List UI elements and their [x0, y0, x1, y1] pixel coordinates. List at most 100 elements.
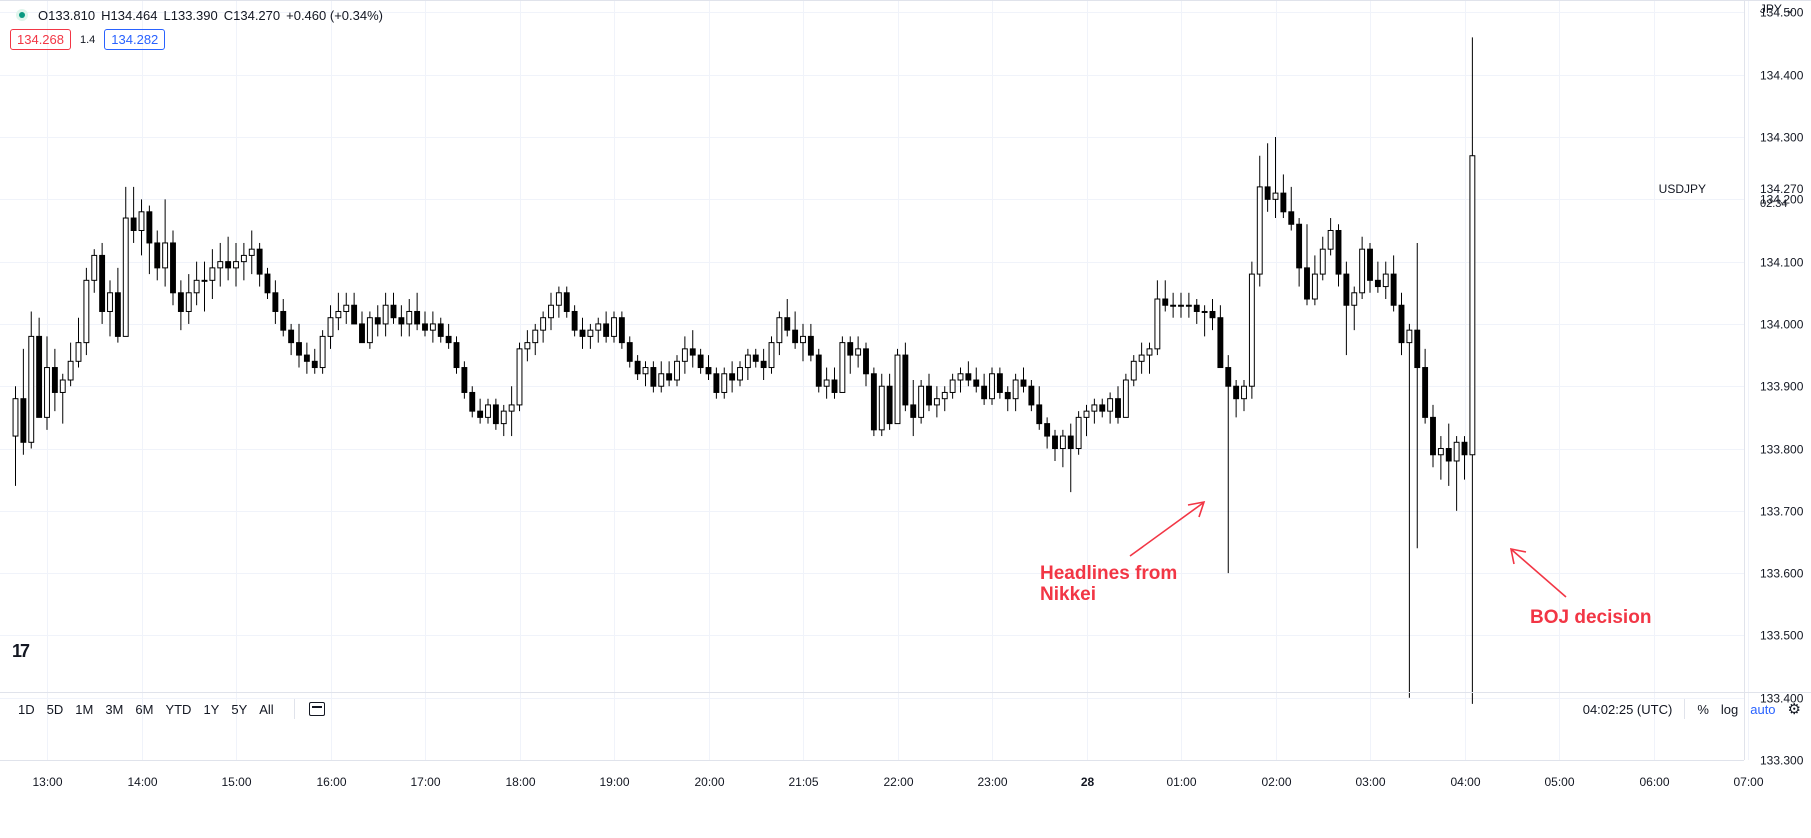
- candle: [343, 292, 350, 324]
- candle-body-up: [209, 267, 216, 281]
- range-6m-button[interactable]: 6M: [135, 701, 154, 717]
- toolbar-divider-right: [1684, 699, 1686, 719]
- candle-body-up: [75, 342, 82, 362]
- candle-body-up: [28, 335, 35, 443]
- ohlc-open: O133.810: [38, 7, 96, 23]
- price-tick-label: 133.300: [1760, 754, 1804, 768]
- candle-body-up: [335, 310, 342, 319]
- candle: [807, 323, 814, 362]
- candle-body-down: [1044, 423, 1051, 437]
- boj-arrowhead: [1509, 547, 1527, 565]
- candle-body-up: [957, 373, 964, 381]
- candle: [122, 186, 129, 337]
- candle: [1430, 404, 1436, 468]
- candle-body-down: [1461, 441, 1468, 456]
- candle-body-down: [51, 367, 58, 393]
- candle-body-down: [1217, 317, 1224, 369]
- candle: [1146, 342, 1153, 374]
- candle: [1130, 355, 1137, 387]
- price-tick-label: 134.400: [1760, 69, 1804, 83]
- candle: [508, 386, 515, 437]
- utc-clock[interactable]: 04:02:25 (UTC): [1582, 701, 1673, 717]
- market-open-status-icon[interactable]: [16, 9, 28, 21]
- log-scale-toggle[interactable]: log: [1720, 701, 1739, 717]
- price-tick-label: 134.000: [1760, 318, 1804, 332]
- candle: [965, 361, 972, 387]
- range-all-button[interactable]: All: [259, 701, 274, 717]
- percent-scale-toggle[interactable]: %: [1697, 701, 1709, 717]
- range-3m-button[interactable]: 3M: [105, 701, 124, 717]
- candle: [1280, 174, 1287, 219]
- candle: [705, 355, 712, 380]
- time-tick-label: 06:00: [1639, 775, 1669, 789]
- candle: [658, 361, 665, 393]
- candle-body-up: [1351, 292, 1358, 306]
- candle: [256, 242, 263, 287]
- time-tick-label: 18:00: [505, 775, 535, 789]
- candle-body-up: [185, 292, 192, 312]
- tradingview-logo[interactable]: 17: [12, 641, 30, 661]
- candle: [996, 367, 1003, 399]
- auto-scale-toggle[interactable]: auto: [1750, 701, 1776, 717]
- headlines-label-line1: Headlines from: [1040, 563, 1177, 584]
- candle: [847, 336, 854, 374]
- range-5d-button[interactable]: 5D: [46, 701, 64, 717]
- headlines-arrowhead: [1187, 500, 1206, 518]
- candle: [571, 305, 578, 337]
- candle: [28, 311, 35, 449]
- candle: [138, 199, 145, 256]
- candle: [67, 342, 74, 387]
- price-tag-value: 134.270: [1760, 182, 1804, 196]
- candle-body-down: [863, 348, 869, 375]
- range-1m-button[interactable]: 1M: [75, 701, 94, 717]
- candle-body-up: [138, 211, 145, 231]
- candle-body-down: [414, 310, 421, 325]
- candle: [1067, 423, 1074, 493]
- bid-button[interactable]: 134.268: [10, 29, 71, 50]
- candle: [926, 373, 932, 412]
- range-5y-button[interactable]: 5Y: [231, 701, 248, 717]
- candle-body-up: [839, 342, 846, 393]
- candle: [130, 186, 137, 243]
- candle-body-down: [1099, 404, 1106, 412]
- time-axis: 13:00 14:00 15:00 16:00 17:00 18:00 19:00 20:00…: [32, 775, 1763, 789]
- candle-body-up: [1107, 398, 1114, 412]
- candle-body-down: [477, 410, 484, 418]
- candle: [327, 305, 334, 349]
- candle-body-down: [1067, 435, 1074, 450]
- candle: [768, 336, 775, 374]
- candle-body-down: [1052, 435, 1058, 450]
- gear-icon[interactable]: ⚙: [1787, 701, 1801, 718]
- candle: [217, 242, 224, 287]
- candle-body-down: [225, 261, 232, 269]
- candle-body-down: [170, 242, 176, 294]
- range-1y-button[interactable]: 1Y: [203, 701, 220, 717]
- candle: [1012, 373, 1019, 412]
- price-tick-label: 134.200: [1760, 193, 1804, 207]
- candle-body-up: [217, 261, 224, 269]
- calendar-goto-icon[interactable]: [308, 702, 325, 716]
- candle-body-down: [351, 304, 358, 325]
- candle-body-down: [1225, 367, 1232, 387]
- candle: [902, 342, 909, 412]
- range-1d-button[interactable]: 1D: [18, 701, 35, 717]
- candle-body-down: [965, 373, 972, 381]
- candle-body-up: [540, 317, 547, 331]
- candle-body-up: [67, 360, 74, 381]
- candle-body-up: [1453, 441, 1460, 462]
- range-ytd-button[interactable]: YTD: [165, 701, 192, 717]
- candle-body-down: [445, 335, 452, 344]
- candle: [272, 280, 279, 324]
- candle-body-up: [366, 317, 373, 344]
- candle-body-down: [1280, 192, 1287, 213]
- candle: [800, 323, 806, 362]
- candle-body-up: [1319, 248, 1326, 275]
- ask-button[interactable]: 134.282: [104, 29, 166, 50]
- candle: [878, 373, 885, 437]
- currency-selector[interactable]: JPY ⌄: [1760, 2, 1795, 16]
- candle-body-up: [233, 261, 239, 269]
- candle: [51, 348, 58, 412]
- candle-body-down: [1445, 448, 1452, 462]
- candle-body-down: [1020, 379, 1027, 387]
